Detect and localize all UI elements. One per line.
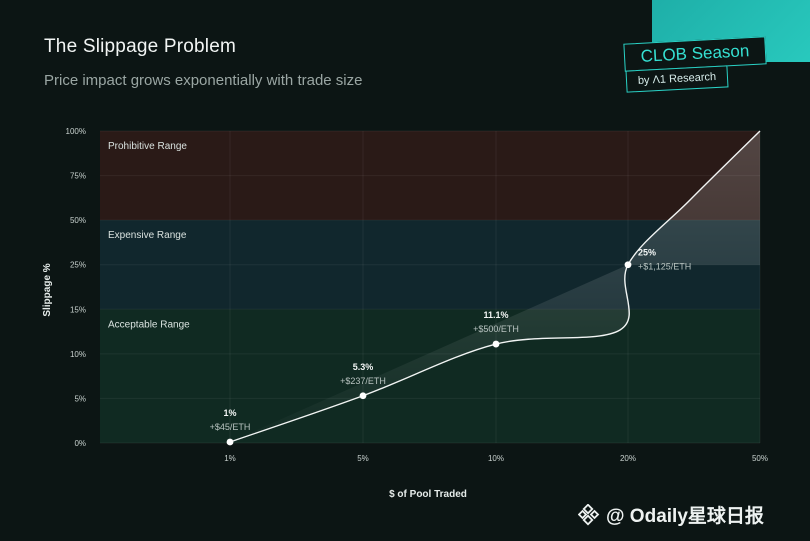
y-tick-label: 50% bbox=[70, 216, 86, 225]
data-label: 1% bbox=[223, 408, 236, 418]
watermark-text: @ Odaily星球日报 bbox=[606, 506, 764, 527]
data-point bbox=[226, 438, 234, 446]
zone-label: Prohibitive Range bbox=[108, 141, 187, 152]
x-tick-label: 20% bbox=[620, 454, 636, 463]
data-sublabel: +$1,125/ETH bbox=[638, 262, 691, 272]
data-label: 11.1% bbox=[483, 310, 508, 320]
y-tick-label: 15% bbox=[70, 305, 86, 314]
y-tick-label: 0% bbox=[74, 439, 86, 448]
data-label: 5.3% bbox=[353, 362, 374, 372]
zone-band bbox=[100, 131, 760, 221]
y-tick-label: 25% bbox=[70, 261, 86, 270]
chart-subtitle: Price impact grows exponentially with tr… bbox=[44, 72, 363, 89]
y-tick-label: 100% bbox=[66, 127, 86, 136]
data-point bbox=[359, 392, 367, 400]
range-zones: Prohibitive Range Expensive Range Acceptab… bbox=[100, 131, 760, 443]
x-tick-label: 1% bbox=[224, 454, 236, 463]
x-axis-title: $ of Pool Traded bbox=[389, 489, 467, 500]
data-sublabel: +$45/ETH bbox=[210, 422, 251, 432]
x-tick-label: 5% bbox=[357, 454, 369, 463]
y-axis-ticks: 0% 5% 10% 15% 25% 50% 75% 100% bbox=[66, 127, 86, 448]
data-label: 25% bbox=[638, 248, 656, 258]
y-tick-label: 10% bbox=[70, 350, 86, 359]
data-points: 1% +$45/ETH 5.3% +$237/ETH 11.1% +$500/ETH 25%… bbox=[210, 248, 691, 446]
data-sublabel: +$237/ETH bbox=[340, 376, 386, 386]
zone-label: Acceptable Range bbox=[108, 319, 190, 330]
chart-title: The Slippage Problem bbox=[44, 36, 236, 57]
data-sublabel: +$500/ETH bbox=[473, 324, 519, 334]
x-axis-ticks: 1% 5% 10% 20% 50% bbox=[224, 454, 768, 463]
x-tick-label: 10% bbox=[488, 454, 504, 463]
data-point bbox=[624, 261, 632, 269]
zone-label: Expensive Range bbox=[108, 230, 187, 241]
y-tick-label: 75% bbox=[70, 172, 86, 181]
y-tick-label: 5% bbox=[74, 394, 86, 403]
zone-band bbox=[100, 309, 760, 443]
y-axis-title: Slippage % bbox=[42, 263, 53, 316]
watermark: @ Odaily星球日报 bbox=[577, 501, 764, 528]
data-point bbox=[492, 340, 500, 348]
binance-diamond-icon bbox=[577, 502, 600, 526]
x-tick-label: 50% bbox=[752, 454, 768, 463]
